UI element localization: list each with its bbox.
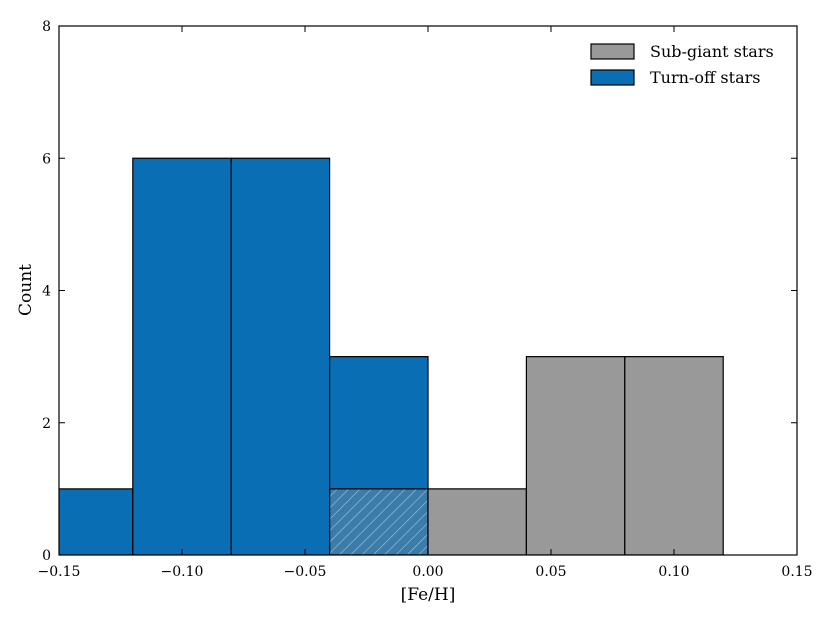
ticks-layer: −0.15 −0.10 −0.05 0.00 0.05 0.10 0.15 0 2 4 6 8 xyxy=(38,19,813,580)
y-tick-label: 4 xyxy=(42,284,51,300)
bar-sub-giant-3 xyxy=(624,356,724,555)
bar-overlap-hatch-0 xyxy=(329,488,429,555)
legend-swatch xyxy=(590,69,635,86)
legend-label: Sub-giant stars xyxy=(650,42,774,61)
legend: Sub-giant stars Turn-off stars xyxy=(590,42,774,87)
bar-turn-off-2 xyxy=(230,157,331,555)
x-tick-label: 0.10 xyxy=(658,564,689,580)
bar-turn-off-1 xyxy=(132,157,232,555)
y-tick-label: 2 xyxy=(42,416,51,432)
x-tick-label: 0.15 xyxy=(781,564,812,580)
legend-swatch xyxy=(590,43,635,60)
x-tick-label: −0.05 xyxy=(284,564,327,580)
plot-frame xyxy=(58,25,798,556)
bars-layer xyxy=(59,157,724,555)
x-tick-label: −0.10 xyxy=(161,564,204,580)
y-tick-label: 8 xyxy=(42,19,51,35)
x-tick-label: −0.15 xyxy=(38,564,81,580)
legend-label: Turn-off stars xyxy=(650,68,760,87)
x-axis-label: [Fe/H] xyxy=(401,585,456,605)
bar-sub-giant-1 xyxy=(427,488,528,555)
y-tick-label: 6 xyxy=(42,151,51,167)
bar-turn-off-0 xyxy=(59,488,134,555)
bar-sub-giant-2 xyxy=(525,356,626,555)
x-tick-label: 0.00 xyxy=(412,564,443,580)
y-axis-label: Count xyxy=(16,264,36,316)
x-tick-label: 0.05 xyxy=(535,564,566,580)
y-tick-label: 0 xyxy=(42,548,51,564)
